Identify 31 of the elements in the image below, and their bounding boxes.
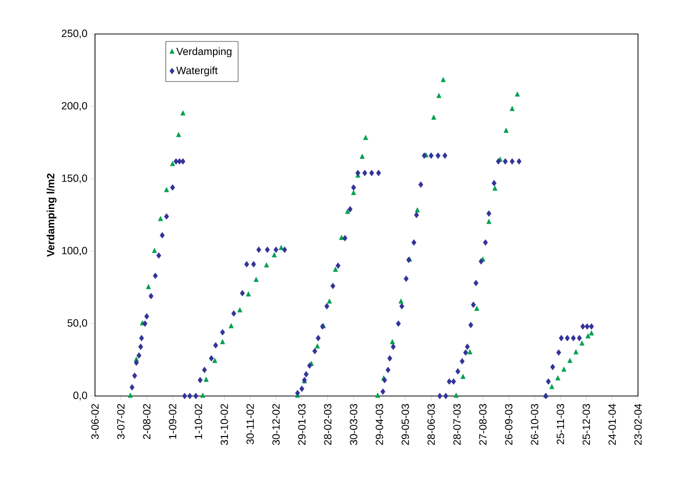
y-tick-label: 200,0 (62, 102, 88, 111)
x-tick-label: 31-10-02 (220, 404, 228, 446)
x-tick-label: 2-08-02 (143, 404, 150, 440)
x-tick-label: 29-04-03 (376, 404, 384, 445)
y-tick-label: 0,0 (73, 392, 88, 400)
x-tick-label: 29-05-03 (402, 404, 409, 445)
x-tick-label: 30-12-02 (272, 404, 280, 446)
y-tick-label: 150,0 (62, 174, 88, 184)
x-tick-label: 26-09-03 (505, 404, 512, 445)
x-tick-label: 25-12-03 (582, 404, 590, 445)
x-tick-label: 24-01-04 (608, 404, 616, 445)
y-axis-title: Verdamping l/m2 (46, 174, 56, 257)
x-tick-label: 27-08-03 (479, 404, 487, 445)
x-tick-label: 26-10-03 (530, 404, 538, 445)
x-tick-label: 30-11-02 (246, 404, 254, 444)
x-tick-label: 3-07-02 (117, 404, 125, 440)
x-tick-label: 3-06-02 (91, 404, 99, 440)
legend-label: Watergift (176, 66, 218, 76)
x-tick-label: 28-02-03 (324, 404, 332, 445)
x-tick-label: 30-03-03 (350, 404, 358, 446)
x-tick-label: 1-10-02 (194, 404, 202, 439)
y-tick-label: 100,0 (62, 246, 88, 256)
x-tick-label: 28-06-03 (427, 404, 435, 445)
legend-label: Verdamping (176, 47, 232, 58)
x-tick-label: 1-09-02 (168, 404, 176, 439)
x-tick-label: 29-01-03 (298, 404, 306, 445)
x-tick-label: 25-11-03 (556, 404, 564, 444)
y-tick-label: 250,0 (62, 30, 88, 38)
x-tick-label: 28-07-03 (453, 404, 461, 445)
y-tick-label: 50,0 (68, 319, 88, 328)
x-tick-label: 23-02-04 (634, 404, 642, 445)
